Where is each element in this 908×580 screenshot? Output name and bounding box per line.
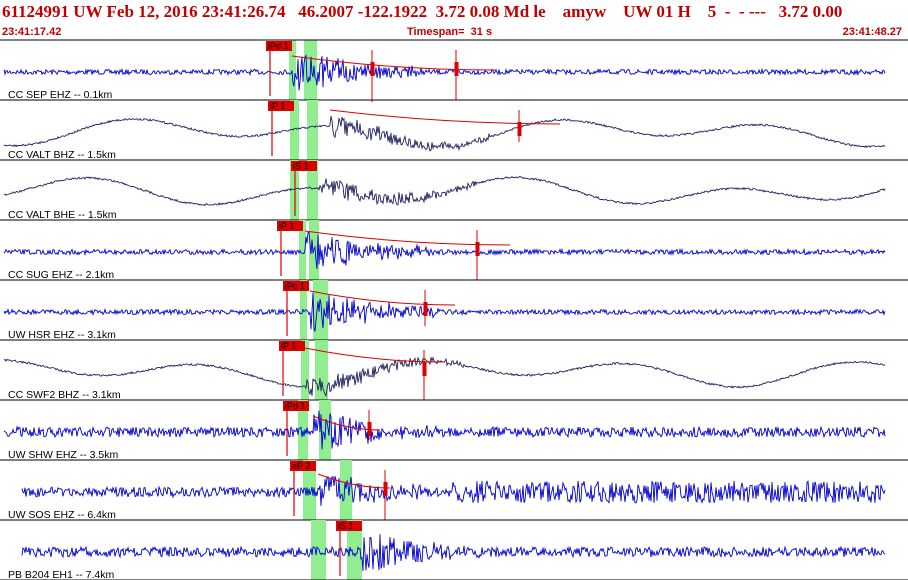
start-time: 23:41:17.42: [2, 26, 62, 38]
trace-row[interactable]: iP 1 CC SWF2 BHZ -- 3.1km: [0, 340, 908, 401]
pick-window: [307, 160, 318, 220]
coda-curve: [291, 55, 496, 71]
pick-label: iP 1: [270, 101, 285, 111]
pick-label: iPd 1: [268, 41, 289, 51]
pick-label: iS 1: [338, 521, 354, 531]
station-label: PB B204 EH1 -- 7.4km: [8, 569, 114, 580]
waveform: [3, 175, 886, 207]
station-label: UW SOS EHZ -- 6.4km: [8, 509, 116, 521]
station-label: CC VALT BHE -- 1.5km: [8, 209, 117, 221]
waveform: [3, 410, 886, 450]
trace-row[interactable]: iPd 1 CC SEP EHZ -- 0.1km: [0, 40, 908, 102]
station-label: CC VALT BHZ -- 1.5km: [8, 149, 116, 161]
pick-label-box[interactable]: [283, 281, 309, 291]
amplitude-tick: [517, 122, 522, 136]
pick-label-box[interactable]: [283, 401, 309, 411]
end-time: 23:41:48.27: [842, 26, 902, 38]
pick-label-box[interactable]: [336, 521, 362, 531]
pick-window: [347, 520, 362, 580]
trace-row[interactable]: iP 1 CC SUG EHZ -- 2.1km: [0, 220, 908, 281]
trace-row[interactable]: iP 1 CC VALT BHZ -- 1.5km: [0, 100, 908, 161]
pick-label: iP 1: [279, 221, 294, 231]
timespan-label: Timespan= 31 s: [407, 26, 493, 38]
amplitude-tick: [370, 62, 375, 76]
coda-curve: [329, 109, 561, 125]
pick-label-box[interactable]: [266, 41, 292, 51]
pick-window: [340, 460, 352, 520]
amplitude-tick: [422, 362, 427, 376]
station-label: CC SWF2 BHZ -- 3.1km: [8, 389, 121, 401]
amplitude-tick: [454, 62, 459, 76]
pick-label: iP 1: [281, 341, 296, 351]
pick-label-box[interactable]: [268, 101, 294, 111]
pick-window: [315, 340, 328, 400]
pick-label-box[interactable]: [277, 221, 303, 231]
pick-label-box[interactable]: [291, 161, 317, 171]
station-label: CC SUG EHZ -- 2.1km: [8, 269, 114, 281]
trace-row[interactable]: iPc 1 UW HSR EHZ -- 3.1km: [0, 280, 908, 341]
event-header: 61124991 UW Feb 12, 2016 23:41:26.74 46.…: [0, 0, 908, 40]
trace-row[interactable]: eP 2 UW SOS EHZ -- 6.4km: [0, 460, 908, 521]
event-summary: 61124991 UW Feb 12, 2016 23:41:26.74 46.…: [2, 2, 843, 21]
pick-window: [299, 220, 306, 280]
station-label: CC SEP EHZ -- 0.1km: [8, 89, 112, 101]
waveform: [3, 292, 886, 333]
pick-label: iS 1: [293, 161, 309, 171]
pick-window: [313, 280, 328, 340]
waveform: [3, 54, 886, 91]
waveform: [3, 115, 886, 152]
pick-label-box[interactable]: [279, 341, 305, 351]
station-label: UW HSR EHZ -- 3.1km: [8, 329, 116, 341]
pick-window: [301, 340, 309, 400]
waveform: [3, 356, 886, 398]
waveform: [21, 534, 886, 572]
pick-window: [311, 520, 326, 580]
amplitude-tick: [423, 302, 428, 316]
coda-curve: [304, 230, 511, 246]
pick-window: [289, 40, 296, 100]
waveform: [3, 231, 886, 269]
pick-label: eP 2: [292, 461, 310, 471]
pick-window: [307, 100, 318, 160]
pick-label-box[interactable]: [290, 461, 316, 471]
pick-window: [290, 100, 299, 160]
pick-window: [298, 400, 308, 460]
trace-row[interactable]: iS 1 PB B204 EH1 -- 7.4km: [0, 520, 908, 580]
coda-curve: [304, 347, 446, 363]
trace-row[interactable]: iPd 1 UW SHW EHZ -- 3.5km: [0, 400, 908, 461]
waveform: [21, 476, 886, 506]
pick-label: iPd 1: [285, 401, 306, 411]
coda-curve: [309, 290, 456, 306]
amplitude-tick: [383, 482, 388, 496]
trace-row[interactable]: iS 1 CC VALT BHE -- 1.5km: [0, 160, 908, 221]
coda-curve: [317, 473, 391, 489]
amplitude-tick: [367, 422, 372, 436]
amplitude-tick: [475, 242, 480, 256]
station-label: UW SHW EHZ -- 3.5km: [8, 449, 118, 461]
pick-label: iPc 1: [285, 281, 305, 291]
coda-curve: [312, 415, 381, 431]
